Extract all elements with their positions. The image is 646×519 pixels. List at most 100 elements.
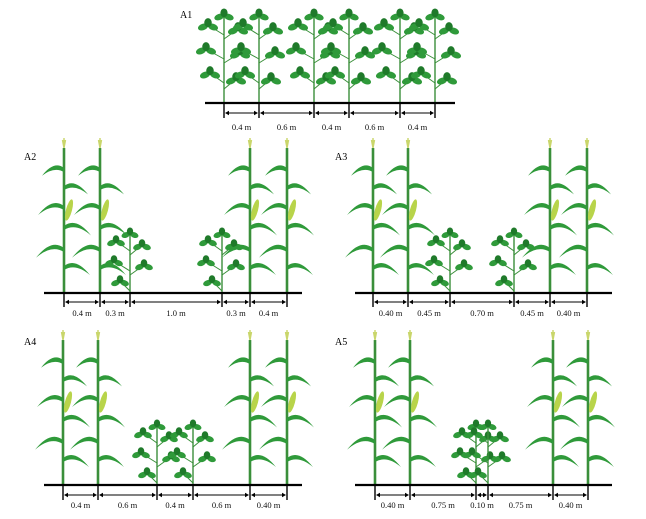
soybean-leaf: [324, 66, 346, 79]
maize-leaf: [100, 222, 127, 236]
maize-leaf: [524, 202, 550, 216]
maize-leaf: [35, 436, 63, 450]
soybean-leaf: [408, 18, 430, 31]
soybean-leaf: [225, 72, 247, 85]
soybean-leaf: [431, 275, 449, 287]
soybean-leaf: [352, 22, 374, 35]
maize-leaf: [550, 222, 577, 236]
panel-label: A4: [24, 337, 36, 348]
maize-leaf: [224, 202, 250, 216]
soybean-leaf: [198, 451, 216, 463]
spacing-label: 0.6 m: [212, 500, 232, 510]
maize-leaf: [250, 414, 277, 428]
maize-leaf: [553, 414, 580, 428]
maize-plant: [36, 138, 91, 293]
soybean-leaf: [170, 427, 188, 439]
maize-plant: [222, 138, 277, 293]
maize-leaf: [76, 357, 98, 368]
soybean-plant: [197, 227, 245, 293]
panel-a1: A1 0.4 m 0.6 m 0.4 m 0.6 m 0.4 m: [180, 8, 462, 132]
maize-leaf: [373, 262, 399, 276]
soybean-leaf: [479, 419, 497, 430]
maize-leaf: [222, 244, 250, 258]
maize-leaf: [522, 244, 550, 258]
maize-cob: [550, 199, 560, 221]
spacing-label: 0.40 m: [257, 500, 281, 510]
maize-leaf: [287, 454, 313, 468]
maize-plant: [259, 138, 314, 293]
soybean-leaf: [438, 22, 460, 35]
spacing-dimensions: 0.4 m 0.6 m 0.4 m 0.6 m 0.4 m: [223, 103, 436, 132]
soybean-leaf: [264, 46, 286, 59]
maize-cob: [373, 199, 383, 221]
maize-cob: [588, 391, 598, 413]
maize-leaf: [587, 222, 614, 236]
spacing-dimensions: 0.40 m 0.45 m 0.70 m 0.45 m 0.40 m: [372, 293, 588, 318]
maize-cob: [287, 199, 297, 221]
maize-leaf: [261, 394, 287, 408]
maize-plant: [382, 330, 437, 485]
maize-leaf: [375, 454, 401, 468]
maize-leaf: [349, 394, 375, 408]
maize-leaf: [408, 262, 434, 276]
spacing-label: 0.4 m: [259, 308, 279, 318]
maize-leaf: [384, 394, 410, 408]
maize-cob: [408, 199, 418, 221]
soybean-leaf: [132, 447, 150, 459]
maize-leaf: [287, 183, 311, 195]
soybean-leaf: [505, 227, 523, 238]
soybean-leaf: [304, 8, 324, 21]
spacing-label: 0.6 m: [118, 500, 138, 510]
panel-a2: A2 0.4 m 0.3 m 1.0 m 0.3 m 0.4 m: [24, 138, 314, 318]
maize-plant: [35, 330, 90, 485]
maize-leaf: [228, 165, 250, 176]
maize-leaf: [408, 183, 432, 195]
maize-cob: [375, 391, 385, 413]
maize-leaf: [550, 183, 574, 195]
soybean-leaf: [491, 235, 509, 247]
soybean-leaf: [214, 8, 234, 21]
maize-leaf: [41, 357, 63, 368]
soybean-leaf: [234, 66, 256, 79]
maize-leaf: [42, 165, 64, 176]
maize-leaf: [410, 375, 434, 387]
spacing-label: 0.3 m: [226, 308, 246, 318]
soybean-leaf: [375, 66, 397, 79]
maize-leaf: [37, 394, 63, 408]
maize-plant: [380, 138, 435, 293]
maize-plant: [347, 330, 402, 485]
soybean-leaf: [249, 8, 269, 21]
maize-leaf: [353, 357, 375, 368]
soybean-leaf: [227, 259, 245, 271]
spacing-label: 0.4 m: [322, 122, 342, 132]
soybean-leaf: [196, 431, 214, 443]
soybean-leaf: [213, 227, 231, 238]
maize-leaf: [250, 222, 277, 236]
maize-cob: [410, 391, 420, 413]
maize-leaf: [347, 436, 375, 450]
soybean-leaf: [427, 235, 445, 247]
maize-leaf: [98, 414, 125, 428]
soybean-leaf: [495, 275, 513, 287]
maize-leaf: [351, 165, 373, 176]
spacing-label: 0.6 m: [365, 122, 385, 132]
soybean-plant: [489, 227, 537, 293]
maize-leaf: [287, 375, 311, 387]
maize-leaf: [382, 436, 410, 450]
maize-leaf: [587, 183, 611, 195]
maize-leaf: [250, 375, 274, 387]
soybean-leaf: [455, 259, 473, 271]
maize-leaf: [375, 414, 402, 428]
maize-leaf: [250, 454, 276, 468]
maize-leaf: [63, 414, 90, 428]
maize-plant: [72, 138, 127, 293]
soybean-plant: [230, 8, 286, 103]
spacing-label: 0.75 m: [509, 500, 533, 510]
spacing-dimensions: 0.40 m 0.75 m 0.10 m 0.75 m 0.40 m: [374, 485, 589, 510]
spacing-label: 0.70 m: [470, 308, 494, 318]
soybean-leaf: [371, 42, 393, 55]
maize-leaf: [566, 357, 588, 368]
maize-leaf: [527, 394, 553, 408]
soybean-leaf: [465, 427, 483, 439]
